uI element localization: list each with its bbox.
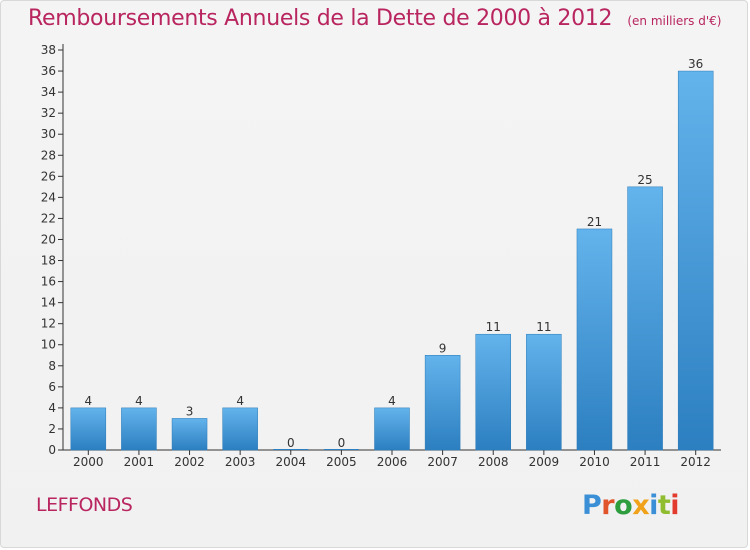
bar-value-label: 25 (637, 173, 652, 187)
y-tick-label: 26 (41, 169, 56, 183)
bar-value-label: 21 (587, 215, 602, 229)
y-tick-label: 22 (41, 211, 56, 225)
y-tick-label: 6 (48, 380, 56, 394)
bar-value-label: 0 (338, 436, 346, 450)
x-tick-label: 2000 (73, 455, 104, 469)
y-tick-label: 10 (41, 338, 56, 352)
y-tick-label: 24 (41, 190, 56, 204)
bar-value-label: 11 (536, 320, 551, 334)
bar (273, 449, 309, 450)
bar (70, 407, 107, 451)
x-tick-label: 2007 (427, 455, 458, 469)
bar (475, 333, 511, 451)
x-tick-label: 2006 (377, 455, 408, 469)
y-tick-label: 38 (41, 43, 56, 57)
y-tick-label: 28 (41, 148, 56, 162)
y-tick-label: 30 (41, 127, 56, 141)
logo-letter: o (614, 490, 633, 521)
bar-value-label: 0 (287, 436, 295, 450)
chart-labels: 4 2000 4 2001 3 2002 4 2003 0 2004 0 2005 4 2006 9 2007… (73, 57, 711, 469)
bar (374, 407, 410, 451)
x-tick-label: 2001 (124, 455, 155, 469)
logo-letter: i (670, 490, 680, 521)
logo-letter: x (632, 490, 650, 521)
bar (526, 333, 562, 451)
chart-bars (70, 70, 714, 451)
y-tick-label: 2 (48, 422, 56, 436)
y-tick-label: 0 (48, 443, 56, 457)
y-tick-label: 14 (41, 296, 56, 310)
commune-name: LEFFONDS (36, 494, 133, 516)
bar (424, 355, 461, 451)
x-tick-label: 2004 (275, 455, 306, 469)
bar (171, 418, 208, 451)
x-tick-label: 2003 (225, 455, 256, 469)
logo-letter: r (601, 490, 615, 521)
y-tick-label: 18 (41, 254, 56, 268)
logo-letter: P (582, 490, 602, 521)
y-tick-label: 34 (41, 85, 56, 99)
bar-value-label: 4 (236, 394, 244, 408)
x-tick-label: 2005 (326, 455, 357, 469)
logo-letter: i (649, 490, 658, 521)
bar (677, 70, 714, 451)
y-tick-label: 4 (48, 401, 56, 415)
bar-value-label: 9 (439, 341, 447, 355)
logo-letter: t (657, 490, 671, 521)
x-tick-label: 2002 (174, 455, 205, 469)
bar-value-label: 4 (135, 394, 143, 408)
bar-value-label: 4 (388, 394, 396, 408)
x-tick-label: 2011 (630, 455, 661, 469)
bar (222, 407, 258, 451)
x-tick-label: 2008 (478, 455, 509, 469)
bar-value-label: 4 (84, 394, 92, 408)
chart-header: Remboursements Annuels de la Dette de 20… (28, 6, 721, 31)
x-tick-label: 2012 (680, 455, 711, 469)
proxiti-logo: Proxiti (582, 490, 680, 521)
x-tick-label: 2010 (579, 455, 610, 469)
bar (121, 407, 157, 451)
chart-title: Remboursements Annuels de la Dette de 20… (28, 6, 613, 31)
bar (627, 186, 663, 451)
bar-value-label: 3 (186, 404, 194, 418)
y-tick-label: 12 (41, 317, 56, 331)
y-tick-label: 16 (41, 275, 56, 289)
bar-value-label: 36 (688, 57, 703, 71)
chart-subtitle: (en milliers d'€) (627, 14, 722, 28)
y-tick-label: 32 (41, 106, 56, 120)
bar (576, 228, 613, 451)
y-tick-label: 8 (48, 359, 56, 373)
bar (323, 449, 359, 450)
x-tick-label: 2009 (529, 455, 560, 469)
bar-value-label: 11 (486, 320, 501, 334)
y-tick-label: 36 (41, 64, 56, 78)
y-tick-label: 20 (41, 232, 56, 246)
